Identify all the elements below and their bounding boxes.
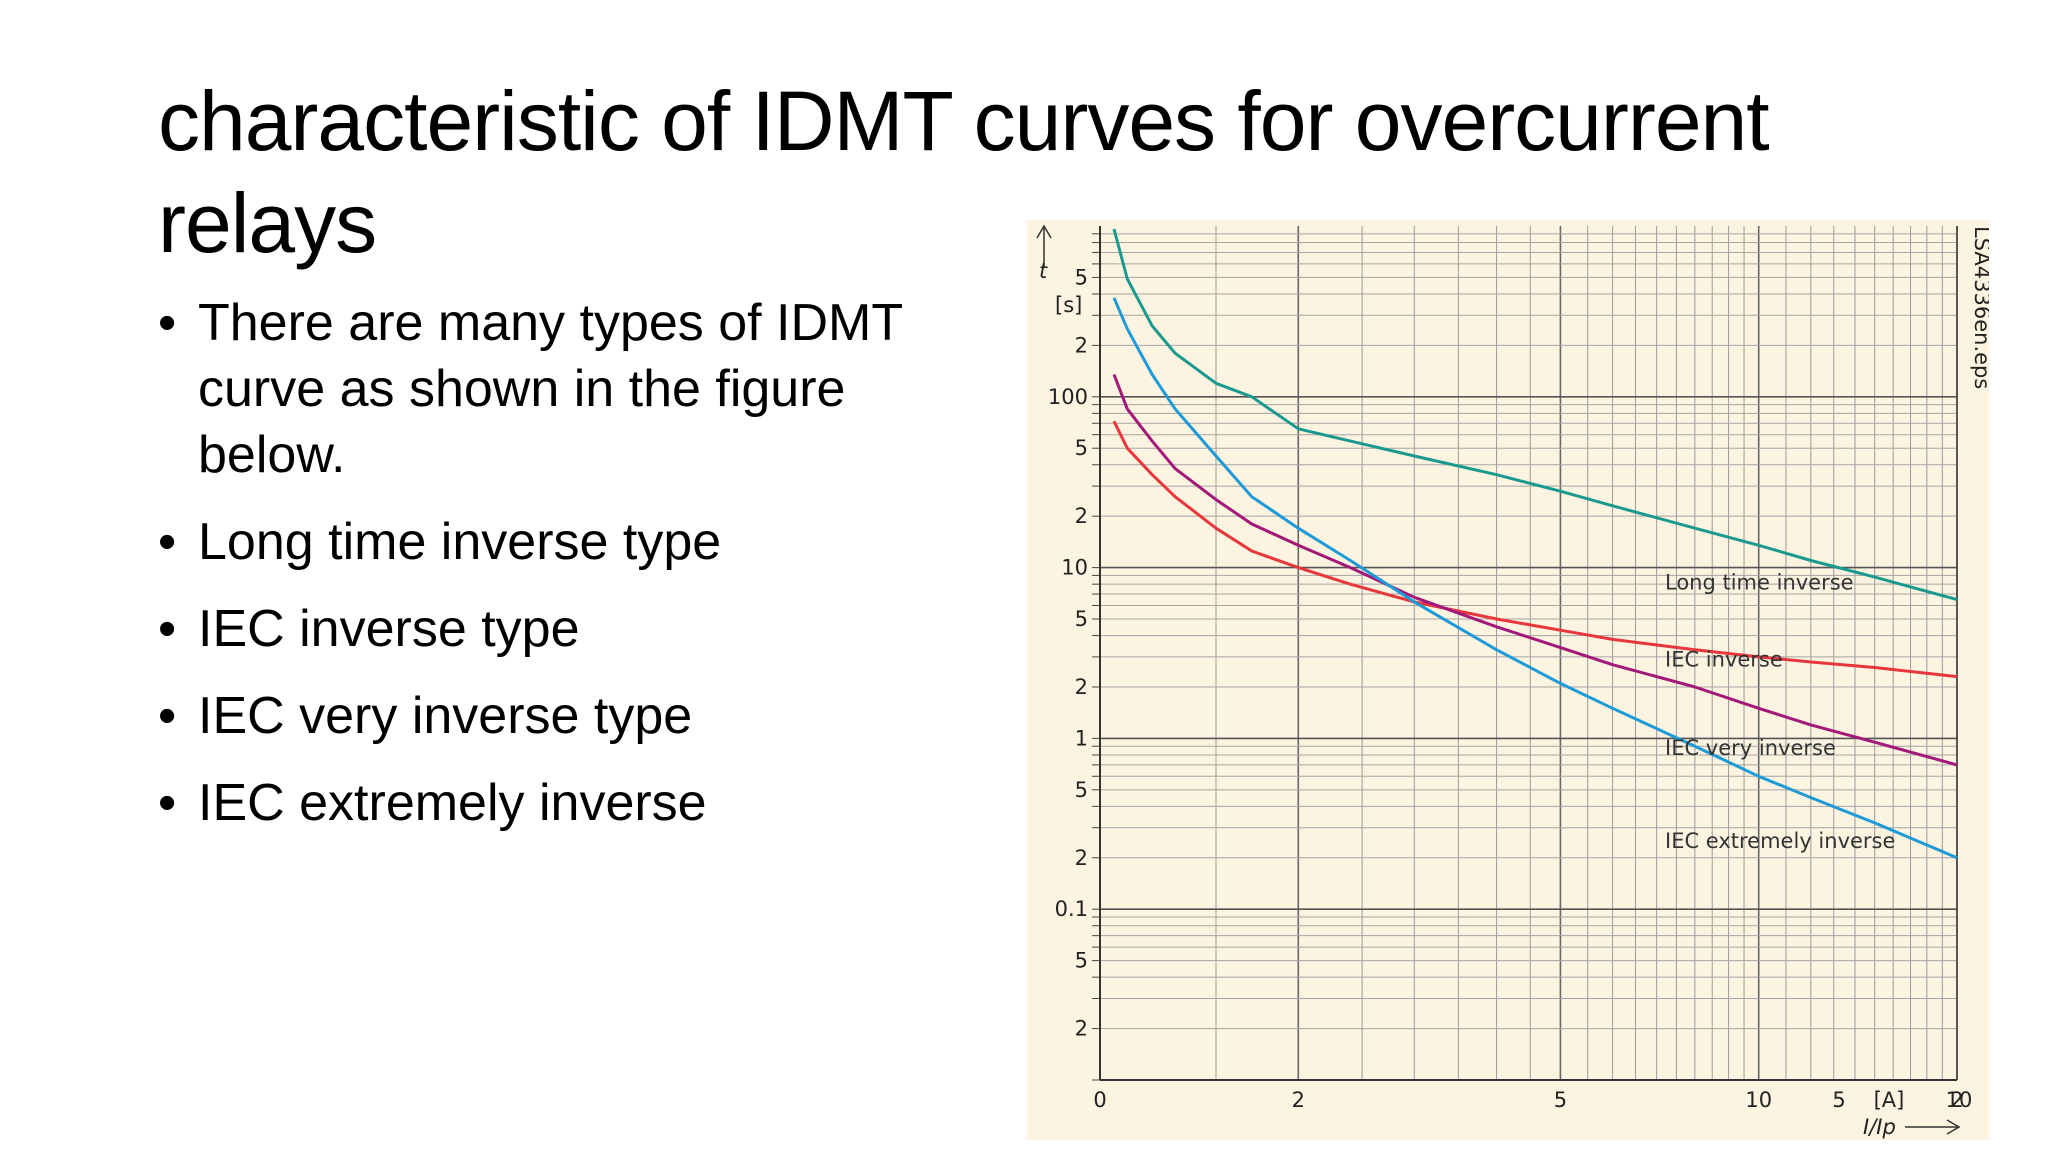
y-tick-label: 100: [1048, 385, 1088, 409]
y-tick-label: 2: [1075, 675, 1088, 699]
x-tick-label: 10: [1745, 1088, 1772, 1112]
y-tick-label: 5: [1075, 436, 1088, 460]
x-tick-label: [A]: [1874, 1088, 1905, 1112]
y-tick-label: 5: [1075, 949, 1088, 973]
bullet-list: There are many types of IDMT curve as sh…: [158, 290, 978, 857]
y-axis-unit: [s]: [1055, 293, 1082, 317]
x-tick-label: 5: [1832, 1088, 1845, 1112]
x-tick-label: 2: [1950, 1088, 1963, 1112]
bullet-item: There are many types of IDMT curve as sh…: [158, 290, 978, 488]
y-tick-label: 2: [1075, 1017, 1088, 1041]
x-axis-arrowhead: [1946, 1119, 1961, 1135]
x-tick-label: 0: [1093, 1088, 1106, 1112]
y-tick-label: 2: [1075, 333, 1088, 357]
x-axis-label: I/Ip: [1863, 1115, 1896, 1139]
slide-title: characteristic of IDMT curves for overcu…: [158, 74, 1770, 270]
x-tick-labels: 0 2 5 10 25 [A] 10: [1093, 1088, 1972, 1112]
y-tick-label: 1: [1075, 726, 1088, 750]
chart-axes: [1036, 224, 1961, 1135]
curve-labels: Long time inverse IEC inverse IEC very inv…: [1665, 571, 1895, 853]
series-line-4: [1112, 297, 1958, 860]
y-axis-arrowhead: [1036, 224, 1052, 239]
bullet-item: Long time inverse type: [158, 509, 978, 575]
y-tick-label: 2: [1075, 846, 1088, 870]
chart-series: [1112, 228, 1958, 860]
y-tick-label: 10: [1061, 556, 1088, 580]
y-tick-label: 5: [1075, 265, 1088, 289]
bullet-item: IEC inverse type: [158, 596, 978, 662]
series-line-3: [1112, 373, 1958, 767]
x-tick-label: 2: [1292, 1088, 1305, 1112]
curve-label-3: IEC very inverse: [1665, 736, 1836, 760]
y-axis-label: t: [1039, 259, 1048, 283]
idmt-chart-figure: 5 2 100 5 2 10 5 2 1 5 2 0.1 5 2 0 2 5 10 2 5 [A] 10 t [s] I…: [1027, 220, 1989, 1140]
x-tick-label: 10: [1946, 1088, 1973, 1112]
bullet-item: IEC extremely inverse: [158, 770, 978, 836]
y-tick-label: 2: [1075, 504, 1088, 528]
series-line-1: [1112, 228, 1958, 602]
x-tick-label: 5: [1554, 1088, 1567, 1112]
y-tick-label: 5: [1075, 778, 1088, 802]
y-tick-labels: 5 2 100 5 2 10 5 2 1 5 2 0.1 5 2: [1048, 265, 1088, 1040]
y-tick-label: 5: [1075, 607, 1088, 631]
curve-label-1: Long time inverse: [1665, 571, 1854, 595]
chart-grid: [1092, 226, 1958, 1081]
bullet-item: IEC very inverse type: [158, 683, 978, 749]
curve-label-2: IEC inverse: [1665, 648, 1783, 672]
y-tick-label: 0.1: [1055, 897, 1088, 921]
figure-code: LSA4336en.eps: [1970, 226, 1989, 389]
curve-label-4: IEC extremely inverse: [1665, 829, 1895, 853]
